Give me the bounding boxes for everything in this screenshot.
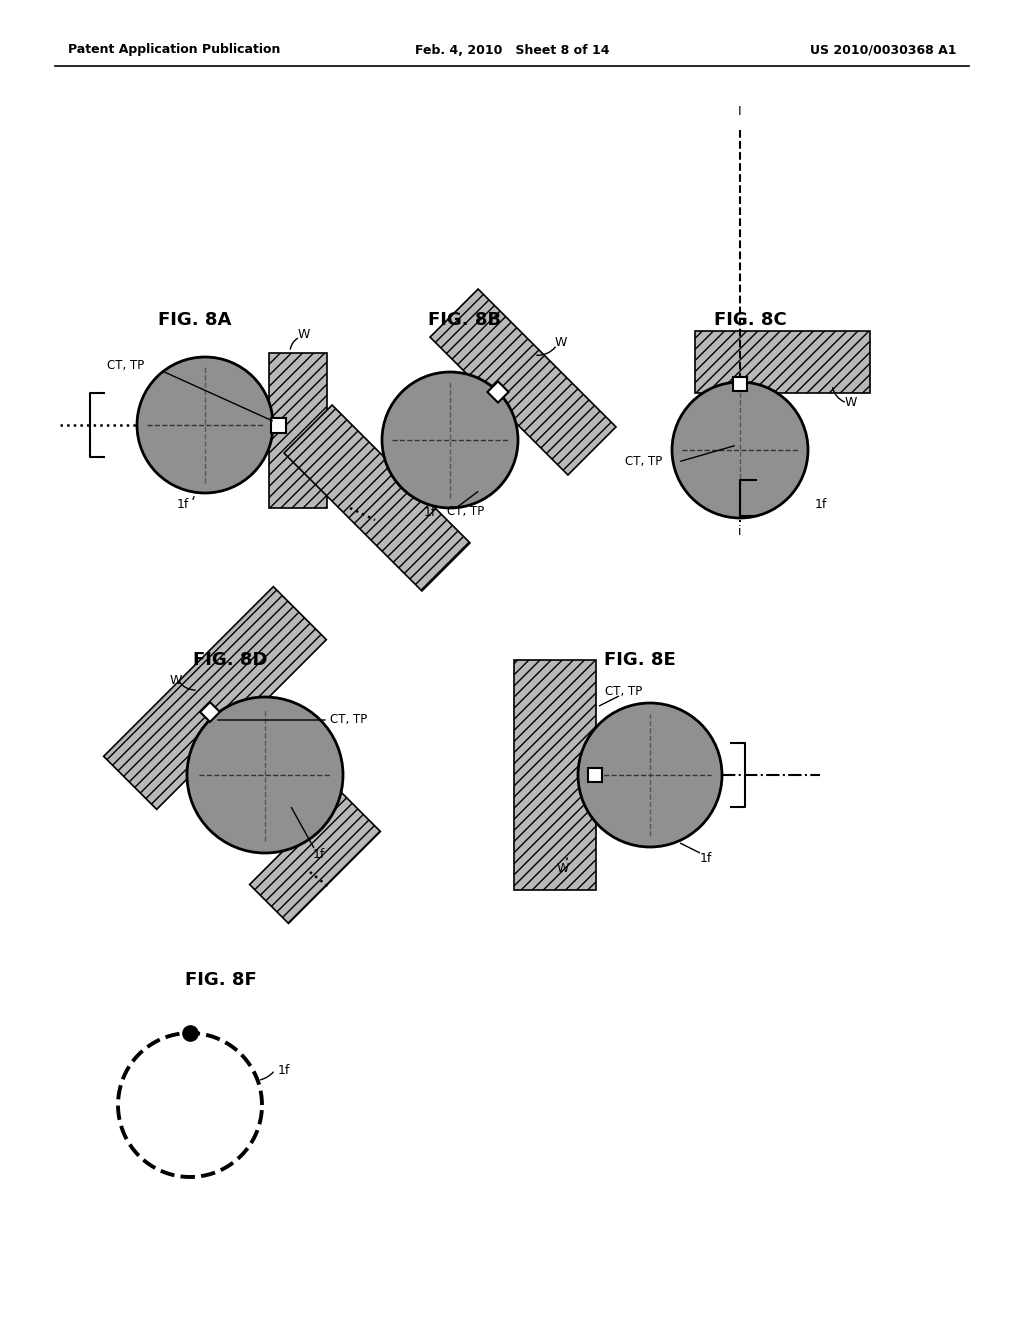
Text: CT, TP: CT, TP <box>106 359 144 371</box>
Bar <box>514 660 596 890</box>
Text: 1f: 1f <box>424 506 436 519</box>
Circle shape <box>187 697 343 853</box>
Text: i: i <box>738 525 741 539</box>
Text: CT, TP: CT, TP <box>605 685 642 698</box>
Text: Patent Application Publication: Patent Application Publication <box>68 44 281 57</box>
Text: FIG. 8D: FIG. 8D <box>193 651 267 669</box>
Text: 1f: 1f <box>278 1064 291 1077</box>
Bar <box>250 792 380 924</box>
Text: 1f: 1f <box>177 499 189 511</box>
Text: CT, TP: CT, TP <box>330 714 368 726</box>
Text: FIG. 8C: FIG. 8C <box>714 312 786 329</box>
Bar <box>588 768 602 781</box>
Bar <box>487 381 509 403</box>
Bar <box>284 405 470 591</box>
Bar <box>733 378 746 391</box>
Text: CT, TP: CT, TP <box>625 455 663 469</box>
Text: 1f: 1f <box>313 849 326 862</box>
Text: US 2010/0030368 A1: US 2010/0030368 A1 <box>810 44 956 57</box>
Bar <box>269 352 327 507</box>
Bar <box>694 331 869 393</box>
Text: CT, TP: CT, TP <box>447 506 484 519</box>
Text: 1f: 1f <box>815 498 827 511</box>
Text: W: W <box>555 337 567 350</box>
Text: W: W <box>170 673 182 686</box>
Text: Feb. 4, 2010   Sheet 8 of 14: Feb. 4, 2010 Sheet 8 of 14 <box>415 44 609 57</box>
Text: I: I <box>738 106 741 117</box>
Text: 1f: 1f <box>700 851 713 865</box>
Bar <box>430 289 616 475</box>
Text: FIG. 8A: FIG. 8A <box>159 312 231 329</box>
Bar <box>200 702 220 722</box>
Text: FIG. 8E: FIG. 8E <box>604 651 676 669</box>
Circle shape <box>137 356 273 492</box>
Circle shape <box>672 381 808 517</box>
Text: W: W <box>557 862 569 874</box>
Text: FIG. 8B: FIG. 8B <box>428 312 502 329</box>
Circle shape <box>382 372 518 508</box>
Bar <box>103 586 327 809</box>
Text: W: W <box>845 396 857 409</box>
Text: FIG. 8F: FIG. 8F <box>185 972 257 989</box>
Bar <box>270 417 286 433</box>
Circle shape <box>578 704 722 847</box>
Text: W: W <box>298 329 310 342</box>
